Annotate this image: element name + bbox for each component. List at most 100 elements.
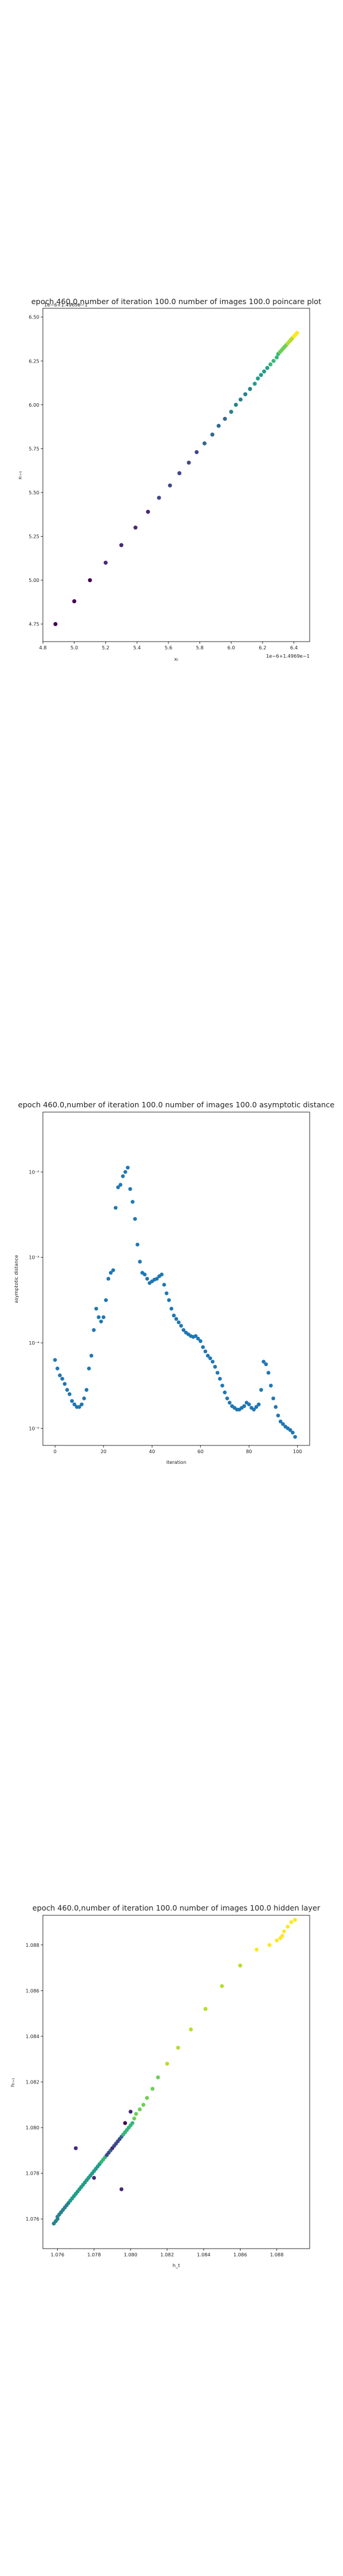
poincare-points — [53, 330, 300, 626]
asymptotic-point — [94, 1306, 98, 1311]
asymptotic-point — [271, 1396, 276, 1401]
poincare-point — [268, 362, 273, 367]
hidden-layer-title: epoch 460.0,number of iteration 100.0 nu… — [32, 1903, 320, 1912]
poincare-point — [238, 397, 243, 402]
hidden-layer-x-tick-label: 1.080 — [124, 2252, 138, 2258]
hidden-layer-x-tick-label: 1.078 — [87, 2252, 101, 2258]
poincare-y-tick-label: 6.50 — [29, 315, 39, 320]
asymptotic-point — [293, 1435, 297, 1439]
asymptotic-point — [225, 1396, 229, 1401]
poincare-point — [133, 525, 138, 530]
poincare-point — [202, 441, 207, 445]
hidden-layer-x-tick-label: 1.084 — [197, 2252, 211, 2258]
hidden-layer-point — [282, 1929, 286, 1934]
hidden-layer-point — [92, 2176, 96, 2180]
asymptotic-point — [92, 1328, 96, 1332]
poincare-point — [210, 432, 215, 437]
hidden-layer-point — [73, 2146, 78, 2150]
poincare-point — [146, 509, 150, 514]
poincare-point — [275, 355, 279, 360]
hidden-layer-y-tick-label: 1.088 — [26, 1943, 39, 1948]
hidden-layer-point — [203, 2007, 208, 2011]
poincare-y-label: xₜ₊₁ — [17, 471, 23, 480]
asymptotic-y-tick-label: 10⁻² — [29, 1169, 39, 1175]
asymptotic-point — [205, 1354, 210, 1358]
poincare-y-tick-label: 4.75 — [29, 622, 39, 627]
asymptotic-point — [252, 1407, 256, 1411]
asymptotic-point — [201, 1345, 205, 1349]
asymptotic-point — [89, 1354, 93, 1358]
asymptotic-x-label: iteration — [166, 1460, 186, 1465]
asymptotic-point — [213, 1364, 217, 1369]
asymptotic-y-label: asymptotic distance — [14, 1255, 19, 1303]
asymptotic-point — [58, 1373, 62, 1377]
asymptotic-title: epoch 460.0,number of iteration 100.0 nu… — [18, 1100, 335, 1109]
asymptotic-point — [70, 1399, 74, 1403]
asymptotic-panel: epoch 460.0,number of iteration 100.0 nu… — [14, 1100, 335, 1465]
asymptotic-point — [67, 1392, 72, 1397]
hidden-layer-point — [275, 1938, 279, 1943]
hidden-layer-point — [289, 1920, 294, 1924]
hidden-layer-y-tick-label: 1.076 — [26, 2216, 39, 2222]
poincare-x-tick-label: 4.8 — [39, 645, 47, 651]
hidden-layer-points — [52, 1918, 297, 2226]
asymptotic-point — [138, 1259, 142, 1264]
hidden-layer-point — [176, 2045, 180, 2050]
hidden-layer-x-tick-label: 1.086 — [233, 2252, 247, 2258]
asymptotic-point — [55, 1366, 60, 1371]
asymptotic-point — [266, 1370, 270, 1375]
asymptotic-point — [167, 1298, 171, 1302]
asymptotic-point — [130, 1200, 135, 1204]
poincare-plot-area — [42, 308, 310, 642]
hidden-layer-point — [138, 2107, 142, 2111]
asymptotic-point — [276, 1413, 280, 1418]
poincare-y-tick-label: 5.50 — [29, 490, 39, 496]
poincare-x-tick-label: 5.0 — [70, 645, 78, 651]
asymptotic-point — [210, 1360, 215, 1364]
asymptotic-point — [135, 1242, 140, 1247]
poincare-point — [53, 622, 58, 626]
asymptotic-point — [218, 1377, 222, 1381]
poincare-x-tick-label: 5.2 — [102, 645, 110, 651]
poincare-y-ticks: 4.75 5.00 5.25 5.50 5.75 6.00 6.25 6.50 — [29, 315, 43, 627]
poincare-x-tick-label: 5.4 — [133, 645, 141, 651]
hidden-layer-panel: epoch 460.0,number of iteration 100.0 nu… — [10, 1903, 321, 2268]
poincare-y-tick-label: 6.25 — [29, 358, 39, 364]
asymptotic-point — [194, 1334, 198, 1338]
poincare-point — [233, 402, 238, 407]
hidden-layer-point — [293, 1918, 297, 1922]
asymptotic-point — [126, 1165, 130, 1170]
hidden-layer-point — [134, 2111, 138, 2116]
hidden-layer-y-ticks: 1.076 1.078 1.080 1.082 1.084 1.086 1.088 — [26, 1943, 43, 2222]
poincare-offset-label-y: 1e−6+1.4969e−1 — [44, 302, 88, 308]
poincare-point — [295, 330, 300, 335]
asymptotic-point — [82, 1396, 86, 1401]
asymptotic-point — [220, 1383, 224, 1388]
hidden-layer-point — [123, 2121, 127, 2125]
asymptotic-point — [278, 1419, 283, 1424]
asymptotic-point — [123, 1170, 127, 1174]
asymptotic-point — [174, 1317, 179, 1321]
asymptotic-point — [119, 1182, 123, 1187]
poincare-point — [248, 386, 252, 391]
hidden-layer-point — [220, 1984, 224, 1988]
asymptotic-point — [111, 1268, 116, 1272]
asymptotic-y-tick-label: 10⁻³ — [29, 1255, 39, 1261]
hidden-layer-x-ticks: 1.076 1.078 1.080 1.082 1.084 1.086 1.088 — [51, 2249, 283, 2258]
asymptotic-point — [72, 1402, 77, 1407]
asymptotic-point — [60, 1377, 64, 1381]
asymptotic-x-tick-label: 20 — [101, 1449, 107, 1454]
asymptotic-point — [259, 1388, 263, 1392]
poincare-x-tick-label: 6.0 — [227, 645, 235, 651]
asymptotic-x-tick-label: 0 — [54, 1449, 57, 1454]
asymptotic-x-tick-label: 60 — [198, 1449, 204, 1454]
asymptotic-x-tick-label: 40 — [149, 1449, 155, 1454]
poincare-point — [262, 369, 266, 374]
asymptotic-point — [79, 1402, 84, 1407]
asymptotic-point — [116, 1185, 120, 1190]
poincare-y-tick-label: 5.00 — [29, 578, 39, 583]
asymptotic-points — [53, 1165, 297, 1439]
asymptotic-point — [155, 1277, 159, 1281]
poincare-offset-label: 1e−6+1.4969e−1 — [266, 654, 310, 659]
